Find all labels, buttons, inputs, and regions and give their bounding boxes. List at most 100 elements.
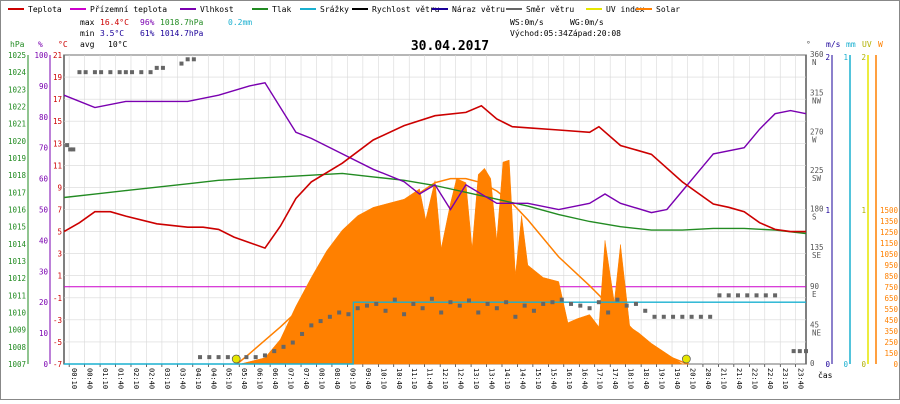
x-tick-label-47: 23:10 <box>781 368 789 389</box>
axis-wm2-label: W <box>878 40 883 49</box>
stat-min-hum: 61% <box>140 29 155 38</box>
hpa-tick-9: 1017 <box>8 188 26 197</box>
dir-compass-5: S <box>812 213 817 222</box>
hpa-tick-14: 1012 <box>8 274 26 283</box>
wind-dir-point-6 <box>92 70 97 75</box>
x-tick-label-26: 12:40 <box>457 368 465 389</box>
legend-label-2: Přízemní teplota <box>90 5 167 14</box>
wind-dir-point-84 <box>804 349 808 354</box>
wind-dir-point-45 <box>439 310 444 315</box>
dir-tick-8: 45 <box>810 320 819 329</box>
dir-tick-3: 270 <box>810 127 824 136</box>
x-tick-label-42: 20:40 <box>704 368 712 389</box>
hpa-tick-7: 1019 <box>8 154 26 163</box>
wind-dir-point-4 <box>77 70 82 75</box>
series-solar <box>236 177 689 365</box>
wind-dir-point-22 <box>225 355 230 360</box>
x-tick-label-48: 23:40 <box>797 368 805 389</box>
legend-label-8: Směr větru <box>526 5 574 14</box>
axis-uv-label: UV <box>862 40 872 49</box>
wind-dir-point-40 <box>392 297 397 302</box>
wm2-tick-2: 1350 <box>880 217 899 226</box>
wind-dir-point-34 <box>337 310 342 315</box>
series-temperature <box>63 104 806 250</box>
stat-min-temp: 3.5°C <box>100 29 124 38</box>
wind-dir-point-10 <box>123 70 128 75</box>
ms-tick-1: 2 <box>825 53 830 62</box>
x-tick-label-20: 09:40 <box>364 368 372 389</box>
hpa-tick-19: 1007 <box>8 360 26 369</box>
sun-marker-2 <box>682 354 691 364</box>
x-tick-label-41: 20:10 <box>688 368 696 389</box>
wind-dir-point-50 <box>485 301 490 306</box>
wind-dir-point-42 <box>411 301 416 306</box>
wind-dir-point-49 <box>476 310 481 315</box>
wind-dir-point-18 <box>191 57 196 62</box>
wind-dir-point-33 <box>327 314 332 319</box>
x-tick-label-18: 08:40 <box>333 368 341 389</box>
x-tick-label-23: 11:10 <box>410 368 418 389</box>
uv-tick-1: 2 <box>861 53 866 62</box>
wind-dir-point-2 <box>68 147 73 152</box>
axis-ms-label: m/s <box>826 40 841 49</box>
wind-dir-point-83 <box>797 349 802 354</box>
wind-dir-point-61 <box>587 306 592 311</box>
x-tick-label-16: 07:40 <box>302 368 310 389</box>
x-tick-label-17: 08:10 <box>317 368 325 389</box>
degc-tick-2: 19 <box>53 73 62 82</box>
x-tick-label-46: 22:40 <box>766 368 774 389</box>
wind-dir-point-44 <box>429 296 434 301</box>
wm2-tick-10: 550 <box>884 305 898 314</box>
wind-dir-point-51 <box>494 306 499 311</box>
pct-tick-1: 100 <box>34 51 48 60</box>
wind-dir-point-57 <box>550 300 555 305</box>
wind-dir-point-65 <box>624 303 629 308</box>
ms-tick-2: 1 <box>825 206 830 215</box>
axis-degc-label: °C <box>58 40 68 49</box>
degc-tick-4: 15 <box>53 117 62 126</box>
x-tick-label-5: 02:10 <box>132 368 140 389</box>
x-tick-label-35: 17:10 <box>596 368 604 389</box>
wind-dir-point-16 <box>179 61 184 66</box>
degc-tick-3: 17 <box>53 95 62 104</box>
x-tick-label-43: 21:10 <box>719 368 727 389</box>
wind-direction-layer <box>65 57 808 364</box>
pct-tick-5: 60 <box>39 175 49 184</box>
x-tick-label-1: 00:10 <box>70 368 78 389</box>
series-rain <box>64 301 806 365</box>
x-tick-label-4: 01:40 <box>117 368 125 389</box>
legend-label-7: Náraz větru <box>452 5 505 14</box>
wind-dir-point-55 <box>531 308 536 313</box>
wind-dir-point-36 <box>355 306 360 311</box>
wind-dir-point-19 <box>198 355 203 360</box>
series-humidity <box>63 82 807 214</box>
wind-dir-point-39 <box>383 308 388 313</box>
degc-tick-14: -5 <box>53 338 62 347</box>
x-tick-label-25: 12:10 <box>441 368 449 389</box>
degc-tick-12: -1 <box>53 294 62 303</box>
pct-tick-10: 10 <box>39 329 49 338</box>
wind-dir-point-52 <box>504 300 509 305</box>
wm2-tick-3: 1250 <box>880 228 899 237</box>
axis-hpa-label: hPa <box>10 40 25 49</box>
x-tick-label-14: 06:40 <box>271 368 279 389</box>
stat-min-press: 1014.7hPa <box>160 29 204 38</box>
dir-tick-7: 90 <box>810 282 820 291</box>
sunrise-text: Východ:05:34 <box>510 29 568 38</box>
x-tick-label-8: 03:40 <box>178 368 186 389</box>
wind-dir-point-8 <box>108 70 113 75</box>
hpa-tick-5: 1021 <box>8 120 26 129</box>
mm-tick-1: 1 <box>843 53 848 62</box>
axis-pct-label: % <box>38 40 43 49</box>
wind-dir-point-43 <box>420 306 425 311</box>
dir-tick-9: 0 <box>810 359 815 368</box>
wind-dir-point-67 <box>643 308 648 313</box>
x-tick-label-39: 19:10 <box>658 368 666 389</box>
wind-dir-point-21 <box>216 355 221 360</box>
hpa-tick-18: 1008 <box>8 343 27 352</box>
stat-max-label: max <box>80 18 95 27</box>
wind-dir-point-20 <box>207 355 212 360</box>
wind-dir-point-60 <box>578 303 583 308</box>
wind-dir-point-5 <box>83 70 88 75</box>
